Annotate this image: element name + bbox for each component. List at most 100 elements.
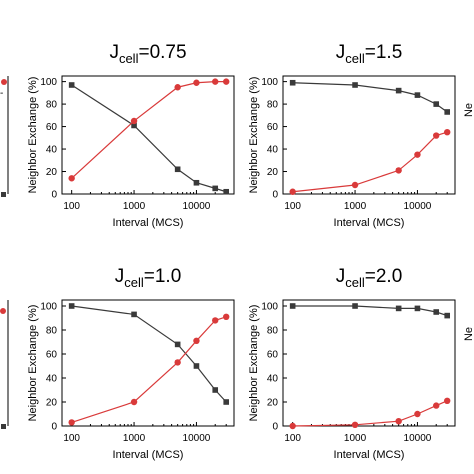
- chart-panel-2: Jcell=1.5 0 20 40 60 80 100 100 1000 10000 Interva…: [248, 42, 456, 229]
- data-point-red: [212, 317, 219, 324]
- data-point-red: [395, 167, 402, 174]
- chart-panel-3: Jcell=1.0 0 20 40 60 80 100 100 1000 10000 Interva…: [27, 266, 235, 461]
- data-point-black: [212, 387, 219, 393]
- partial-ylabel: Ne: [463, 327, 474, 341]
- y-tick-label: 60: [46, 350, 58, 361]
- data-point-red: [395, 418, 402, 425]
- y-tick-label: 40: [267, 374, 279, 385]
- y-tick-label: 100: [261, 77, 278, 88]
- y-tick-label: 20: [267, 398, 279, 409]
- chart-title: Jcell=1.5: [336, 42, 403, 66]
- y-tick-label: 80: [46, 100, 58, 111]
- title-tail: =2.0: [365, 266, 403, 287]
- title-subscript: cell: [124, 275, 144, 290]
- data-point-red: [130, 117, 138, 125]
- data-point-black: [289, 303, 296, 309]
- title-subscript: cell: [345, 275, 365, 290]
- data-point-black: [433, 309, 440, 315]
- title-main: J: [336, 42, 346, 63]
- data-point-red: [68, 175, 75, 182]
- title-subscript: cell: [345, 51, 365, 66]
- data-point-black: [395, 305, 402, 312]
- y-tick-label: 80: [46, 326, 58, 337]
- y-tick-label: 20: [46, 167, 58, 178]
- y-tick-label: 60: [267, 350, 279, 361]
- x-axis-label: Interval (MCS): [334, 217, 405, 229]
- y-tick-label: 80: [267, 326, 279, 337]
- series-line-black: [292, 82, 448, 113]
- y-tick-label: 100: [40, 77, 57, 88]
- x-axis-label: Interval (MCS): [334, 449, 405, 461]
- data-point-black: [68, 82, 75, 88]
- data-point-black: [352, 303, 358, 309]
- y-tick-label: 40: [46, 145, 58, 156]
- x-tick-label: 10000: [404, 433, 432, 444]
- data-point-red: [351, 421, 359, 428]
- x-axis-label: Interval (MCS): [113, 449, 184, 461]
- x-tick-label: 1000: [344, 433, 367, 444]
- y-tick-label: 80: [267, 100, 279, 111]
- data-point-red: [193, 79, 200, 86]
- data-point-red: [68, 419, 75, 426]
- title-subscript: cell: [119, 51, 139, 66]
- data-point-black: [174, 166, 181, 173]
- data-point-black: [352, 82, 358, 88]
- y-tick-label: 100: [40, 302, 57, 313]
- y-axis-label: Neighbor Exchange (%): [27, 77, 39, 194]
- data-point-black: [174, 341, 181, 348]
- data-point-black: [444, 312, 451, 319]
- x-tick-label: 10000: [404, 201, 432, 212]
- y-tick-label: 60: [46, 122, 58, 133]
- partial-panel-right: Ne Ne: [463, 103, 474, 341]
- data-point-black: [131, 122, 137, 129]
- title-main: J: [109, 42, 119, 63]
- series-line-red: [292, 400, 448, 427]
- data-point-black: [433, 101, 440, 107]
- data-point-red: [414, 151, 421, 158]
- x-tick-label: 10000: [183, 201, 211, 212]
- data-point-red: [130, 398, 138, 406]
- partial-point-black: [1, 424, 6, 429]
- data-point-red: [174, 84, 181, 91]
- series-line-black: [71, 84, 227, 193]
- data-point-black: [223, 188, 230, 195]
- data-point-black: [131, 311, 137, 318]
- x-axis-label: Interval (MCS): [113, 217, 184, 229]
- chart-title: Jcell=2.0: [336, 266, 403, 290]
- data-point-red: [212, 78, 219, 85]
- y-tick-label: 20: [46, 398, 58, 409]
- partial-point-red: [1, 79, 7, 85]
- title-main: J: [336, 266, 346, 287]
- data-point-red: [351, 181, 359, 189]
- y-axis-label: Neighbor Exchange (%): [248, 305, 260, 422]
- series-line-red: [71, 316, 227, 423]
- chart-title: Jcell=0.75: [109, 42, 186, 66]
- data-point-black: [444, 109, 451, 115]
- y-tick-label: 100: [261, 302, 278, 313]
- title-tail: =1.5: [365, 42, 403, 63]
- data-point-red: [444, 397, 451, 404]
- data-point-black: [193, 179, 200, 186]
- y-tick-label: 60: [267, 122, 279, 133]
- y-tick-label: 0: [51, 190, 57, 201]
- data-point-red: [289, 188, 296, 195]
- data-point-red: [174, 359, 181, 366]
- data-point-red: [223, 313, 230, 320]
- series-line-red: [71, 81, 227, 179]
- y-tick-label: 0: [272, 190, 278, 201]
- x-tick-label: 1000: [123, 201, 146, 212]
- data-point-red: [289, 422, 296, 430]
- data-point-red: [444, 128, 451, 136]
- x-tick-label: 100: [284, 433, 301, 444]
- partial-tick-label: -: [0, 88, 3, 99]
- data-point-red: [433, 402, 440, 409]
- series-line-black: [71, 305, 227, 403]
- y-tick-label: 20: [267, 167, 279, 178]
- partial-point-red: [0, 308, 6, 314]
- title-main: J: [115, 266, 125, 287]
- data-point-red: [193, 337, 200, 344]
- y-axis-label: Neighbor Exchange (%): [27, 305, 39, 422]
- axes-frame: [61, 299, 235, 427]
- data-point-black: [414, 305, 421, 312]
- partial-point-black: [1, 192, 6, 197]
